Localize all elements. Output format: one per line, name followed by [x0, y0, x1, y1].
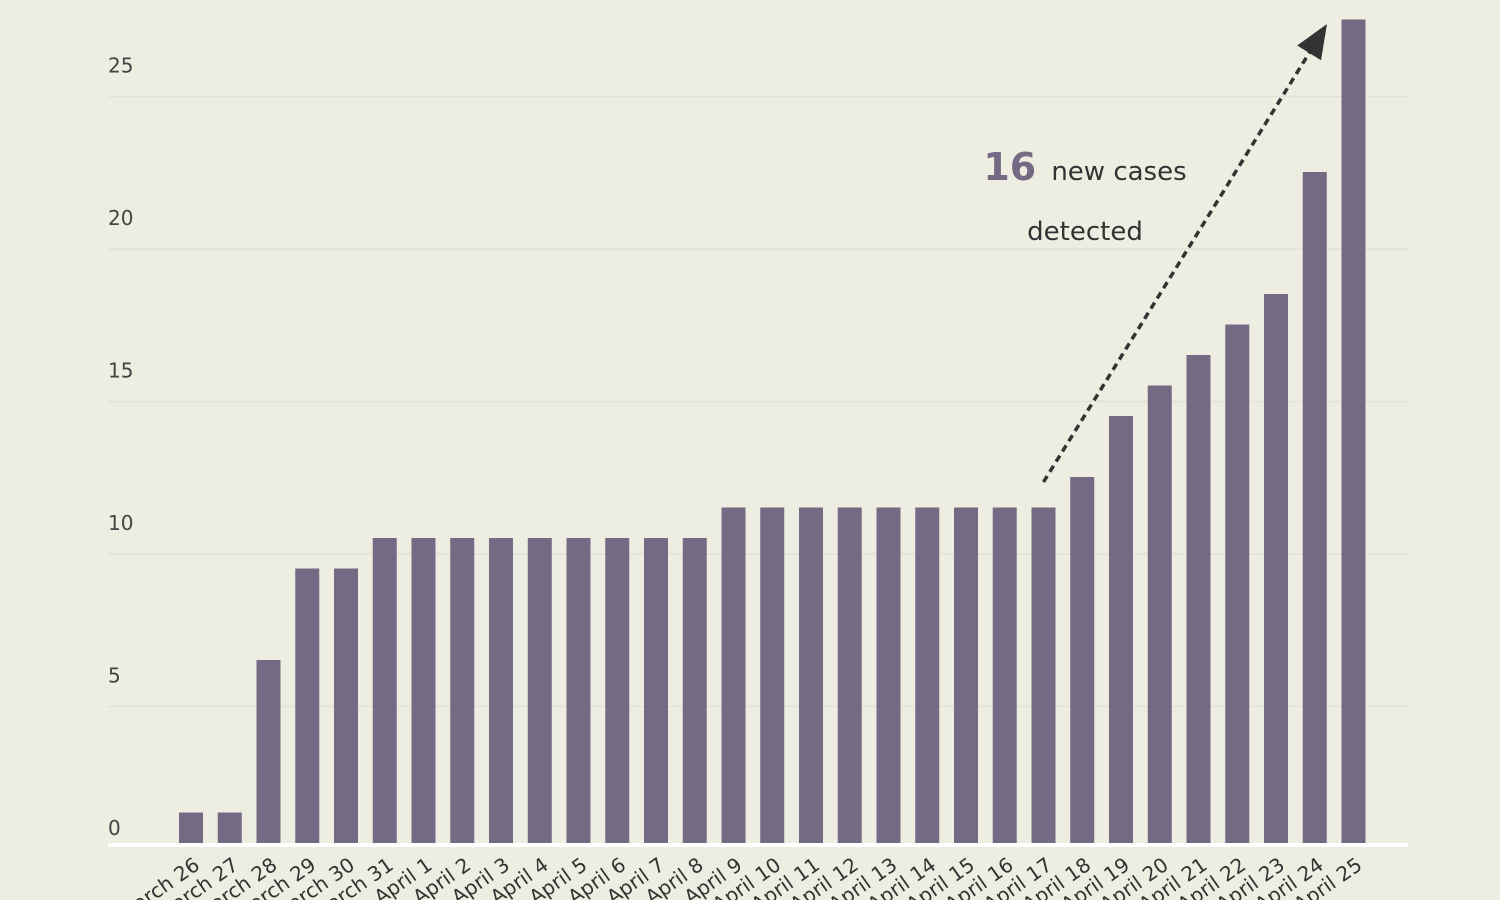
bar: [915, 507, 940, 843]
bar: [1109, 416, 1133, 843]
bar: [1147, 385, 1172, 843]
bar: [566, 538, 591, 843]
annotation-text-1: new cases: [1051, 157, 1186, 187]
annotation-number: 16: [983, 145, 1036, 189]
y-tick-label: 5: [108, 664, 121, 688]
annotation-arrow: [1042, 41, 1318, 483]
bar: [372, 538, 397, 843]
bar: [1302, 172, 1327, 843]
annotation: 16 new cases detected: [983, 24, 1327, 483]
y-tick-label: 25: [108, 54, 133, 78]
bar: [876, 507, 901, 843]
bar: [334, 568, 358, 843]
bar: [411, 538, 436, 843]
y-tick-label: 15: [108, 359, 133, 383]
bar: [217, 812, 242, 843]
bar: [682, 538, 707, 843]
bar: [721, 507, 746, 843]
bar: [1264, 294, 1288, 843]
bar: [256, 660, 281, 843]
bar: [1186, 355, 1211, 843]
y-tick-label: 20: [108, 206, 133, 230]
bar: [992, 507, 1017, 843]
y-axis-ticks: 0 5 10 15 20 25: [108, 54, 133, 841]
bar: [837, 507, 862, 843]
bars: [179, 19, 1366, 843]
bar: [1341, 19, 1366, 843]
annotation-label-line2: detected: [1027, 217, 1143, 247]
bar: [527, 538, 552, 843]
bar: [179, 812, 203, 843]
bar: [489, 538, 513, 843]
annotation-arrowhead: [1297, 24, 1327, 61]
bar: [1225, 324, 1250, 843]
y-tick-label: 0: [108, 816, 121, 840]
bar: [1031, 507, 1056, 843]
bar: [760, 507, 785, 843]
bar: [450, 538, 475, 843]
bar: [644, 538, 668, 843]
bar: [605, 538, 630, 843]
bar: [1070, 477, 1095, 843]
y-tick-label: 10: [108, 511, 133, 535]
bar: [799, 507, 823, 843]
bar: [954, 507, 978, 843]
annotation-label-line1: 16 new cases: [983, 145, 1186, 189]
bar: [295, 568, 320, 843]
